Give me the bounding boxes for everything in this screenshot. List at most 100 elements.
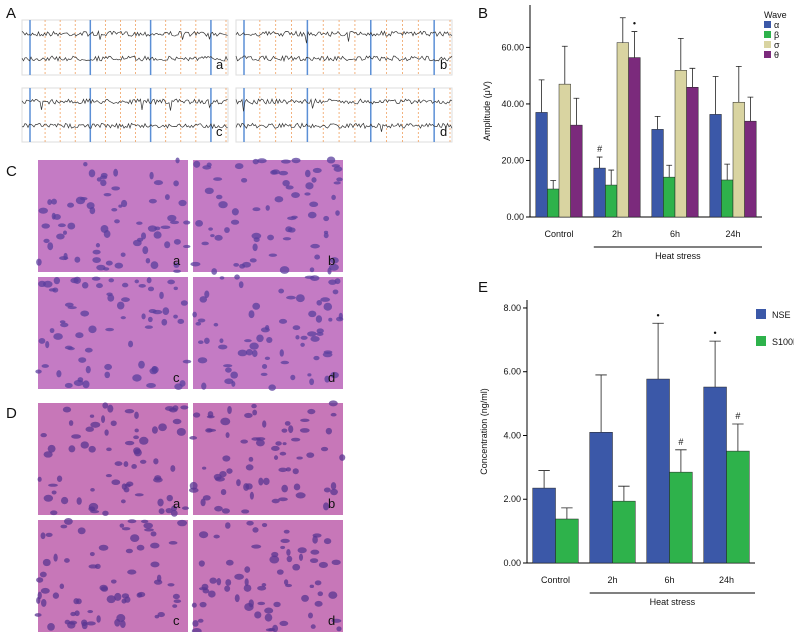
cell	[48, 288, 56, 292]
cell	[213, 322, 219, 327]
cell	[273, 601, 281, 608]
cell	[245, 464, 254, 471]
cell	[132, 374, 142, 382]
cell	[125, 548, 133, 554]
cell	[206, 162, 212, 168]
cell	[326, 156, 336, 164]
bar	[703, 386, 727, 564]
cell	[258, 477, 264, 486]
cell	[234, 594, 240, 603]
cell	[312, 167, 322, 173]
cell	[144, 325, 153, 329]
cell	[75, 332, 84, 339]
cell	[223, 364, 233, 368]
cell	[245, 349, 253, 356]
cell	[43, 451, 53, 458]
cell	[127, 519, 137, 524]
cell	[173, 180, 179, 187]
cell	[331, 559, 341, 566]
x-tick-label: 2h	[607, 575, 617, 585]
error-bar	[618, 485, 630, 502]
cell	[248, 599, 254, 608]
cell	[301, 594, 309, 602]
cell	[88, 445, 96, 453]
cell	[108, 278, 115, 283]
bar	[651, 129, 664, 218]
cell	[188, 487, 199, 493]
cell	[88, 325, 97, 334]
image-label: d	[328, 370, 335, 385]
cell	[327, 267, 332, 275]
cell	[199, 601, 207, 608]
eeg-trace	[21, 55, 228, 62]
cell	[214, 476, 225, 482]
cell	[252, 243, 258, 252]
cell	[63, 517, 73, 525]
cell	[300, 335, 308, 340]
cell	[150, 561, 160, 568]
cell	[90, 488, 95, 492]
cell	[86, 621, 96, 626]
cell	[100, 225, 109, 233]
cell	[222, 455, 231, 462]
eeg-panel	[21, 87, 229, 143]
cell	[270, 170, 278, 175]
cell	[157, 498, 164, 507]
cell	[170, 220, 180, 225]
cell	[248, 456, 254, 462]
cell	[208, 227, 213, 231]
cell	[231, 208, 239, 216]
cell	[124, 483, 131, 488]
error-bar	[677, 37, 684, 71]
cell	[310, 624, 316, 629]
image-label: b	[328, 253, 335, 268]
cell	[173, 238, 181, 245]
cell	[198, 560, 205, 567]
cell	[331, 164, 340, 168]
cell	[243, 584, 252, 592]
cell	[322, 351, 333, 358]
cell	[170, 510, 178, 517]
x-tick-label: 2h	[612, 229, 622, 239]
cell	[148, 198, 157, 204]
cell	[257, 601, 266, 606]
cell	[339, 454, 346, 461]
bar	[570, 124, 583, 218]
cell	[323, 215, 330, 222]
cell	[306, 452, 315, 458]
cell	[323, 487, 331, 493]
cell	[204, 337, 210, 344]
cell	[300, 342, 305, 347]
cell	[304, 169, 311, 178]
bar	[669, 471, 693, 564]
cell	[333, 181, 341, 185]
cell	[120, 316, 126, 320]
cell	[279, 266, 290, 274]
cell	[175, 157, 180, 164]
cell	[141, 232, 147, 240]
cell	[264, 613, 273, 622]
x-axis-label: Heat stress	[655, 251, 701, 261]
cell	[36, 258, 42, 266]
bar	[709, 114, 722, 218]
image-label: a	[173, 496, 181, 511]
legend-label: S100B	[772, 337, 794, 347]
cell	[138, 283, 146, 288]
cell	[263, 477, 270, 486]
cell	[68, 420, 74, 426]
cell	[53, 213, 61, 220]
cell	[103, 192, 112, 197]
error-bar	[666, 164, 673, 178]
bar	[555, 518, 579, 564]
error-bar	[712, 76, 719, 115]
cell	[141, 313, 146, 320]
cell	[332, 289, 339, 295]
cell	[297, 547, 307, 554]
bar	[535, 112, 548, 218]
cell	[56, 233, 65, 240]
cell	[242, 261, 251, 268]
cell	[244, 412, 253, 419]
cell	[329, 257, 339, 264]
cell	[314, 254, 321, 260]
cell	[191, 628, 202, 632]
